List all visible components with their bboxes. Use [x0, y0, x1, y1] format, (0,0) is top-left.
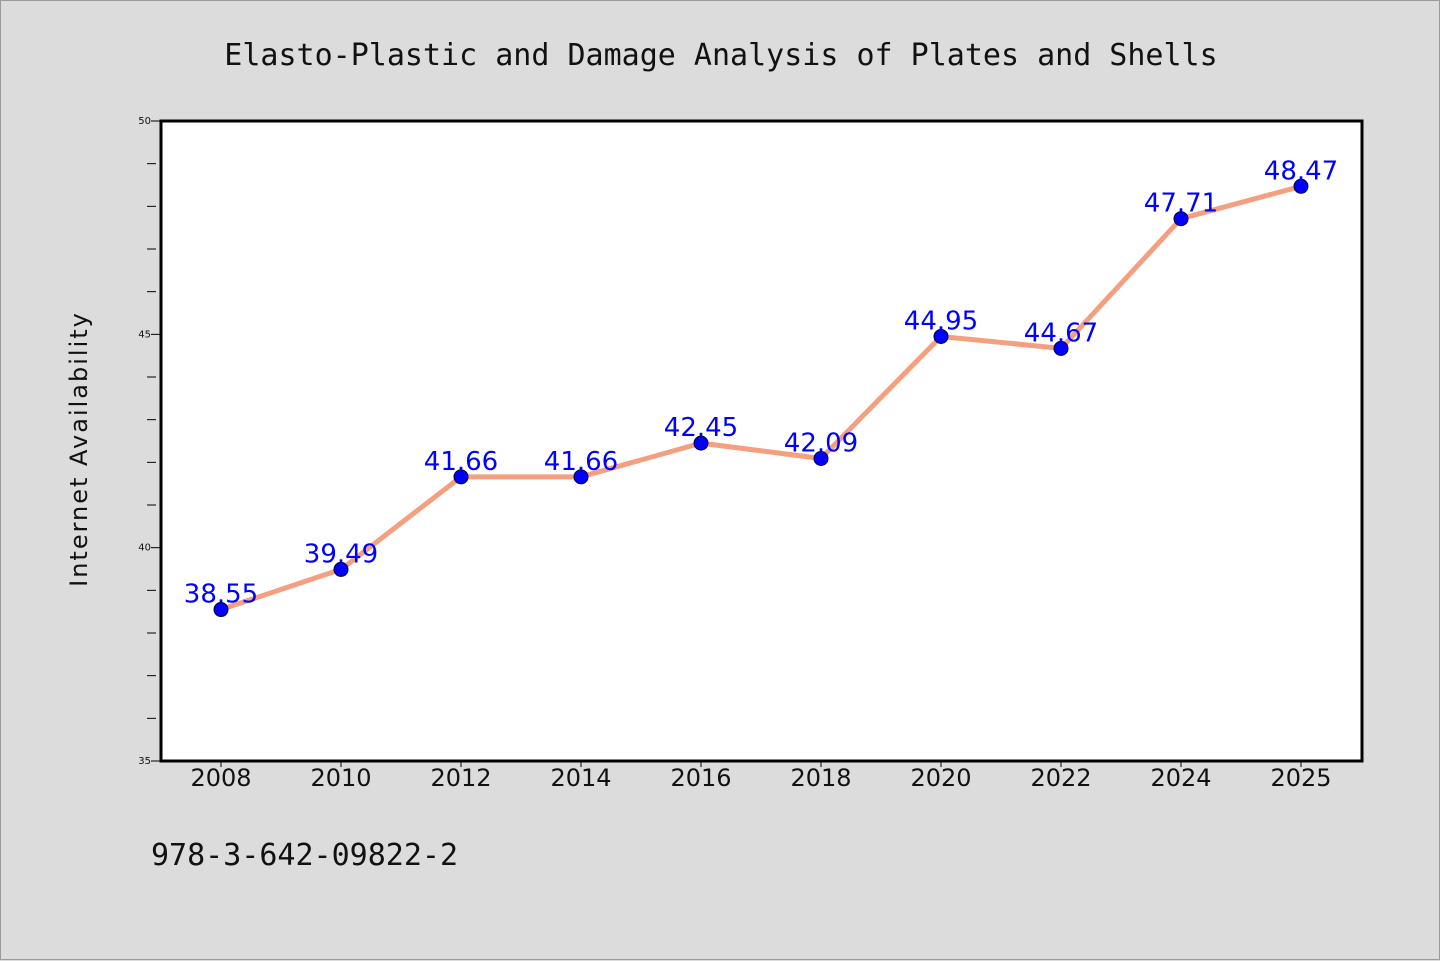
y-tick-label: 50: [138, 116, 151, 127]
y-axis-minor-ticks: [147, 163, 156, 719]
x-axis-ticks: 2008 2010 2012 2014 2016 2018 2020 2022 2024 2025: [190, 761, 1332, 792]
x-tick-label: 2014: [550, 764, 611, 792]
x-tick-label: 2008: [190, 764, 251, 792]
data-label: 38.55: [184, 580, 258, 610]
data-point: [933, 328, 949, 344]
series-markers: [213, 178, 1309, 618]
data-label: 41.66: [424, 447, 498, 477]
data-point: [1173, 211, 1189, 227]
data-label: 39.49: [304, 539, 378, 569]
y-tick-label: 45: [138, 329, 151, 340]
x-tick-label: 2012: [430, 764, 491, 792]
data-point: [1293, 178, 1309, 194]
data-labels: 38.55 39.49 41.66 41.66 42.45 42.09 44.95 44.67…: [184, 156, 1338, 609]
x-tick-label: 2025: [1270, 764, 1331, 792]
x-tick-label: 2022: [1030, 764, 1091, 792]
data-label: 44.67: [1024, 318, 1098, 348]
data-label: 47.71: [1144, 189, 1218, 219]
data-label: 41.66: [544, 447, 618, 477]
data-label: 44.95: [904, 306, 978, 336]
y-tick-label: 35: [138, 756, 151, 767]
x-tick-label: 2024: [1150, 764, 1211, 792]
data-point: [573, 469, 589, 485]
data-label: 48.47: [1264, 156, 1338, 186]
x-tick-label: 2018: [790, 764, 851, 792]
series-line: [218, 183, 1304, 613]
chart-title: Elasto-Plastic and Damage Analysis of Pl…: [224, 38, 1217, 73]
x-tick-label: 2020: [910, 764, 971, 792]
data-label: 42.45: [664, 413, 738, 443]
y-axis-label: Internet Availability: [65, 311, 93, 587]
x-tick-label: 2010: [310, 764, 371, 792]
data-point: [1053, 340, 1069, 356]
y-tick-label: 40: [138, 543, 151, 554]
x-tick-label: 2016: [670, 764, 731, 792]
data-point: [453, 469, 469, 485]
data-point: [333, 561, 349, 577]
data-point: [213, 602, 229, 618]
isbn-footer: 978-3-642-09822-2: [151, 838, 458, 873]
plot-area: [159, 119, 1364, 763]
data-label: 42.09: [784, 428, 858, 458]
data-point: [693, 435, 709, 451]
y-axis-ticks: 35 40 45 50: [138, 116, 161, 767]
data-point: [813, 450, 829, 466]
